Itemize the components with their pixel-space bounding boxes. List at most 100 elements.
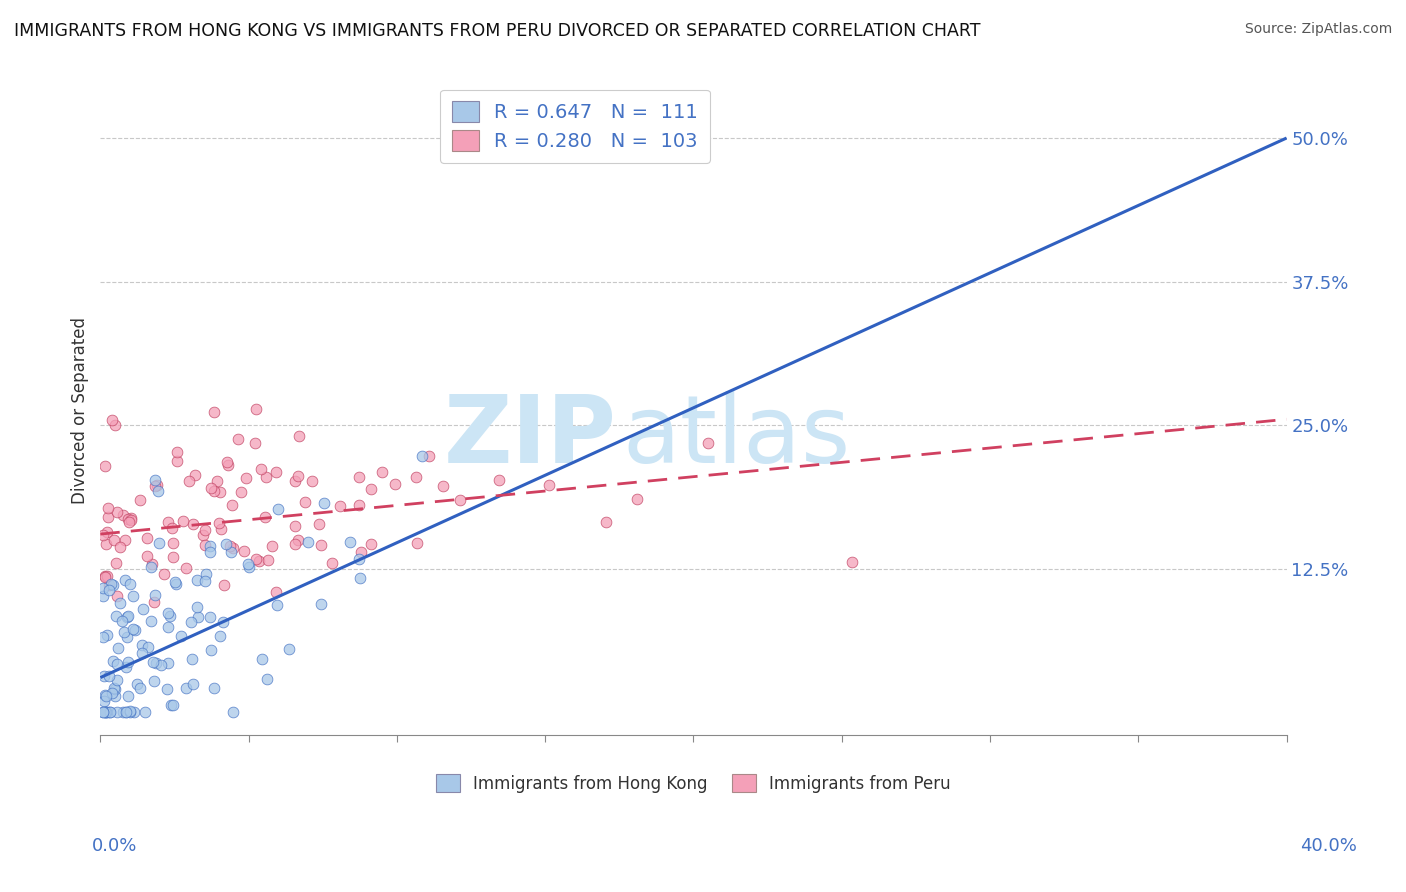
Point	[107, 640, 129, 655]
Point	[209, 629, 232, 643]
Point	[180, 615, 202, 629]
Point	[104, 417, 127, 432]
Point	[101, 578, 124, 592]
Point	[153, 567, 176, 582]
Point	[105, 705, 128, 719]
Point	[120, 511, 142, 525]
Point	[139, 560, 162, 574]
Point	[96, 628, 118, 642]
Point	[287, 469, 309, 483]
Point	[181, 677, 204, 691]
Point	[449, 493, 471, 508]
Point	[98, 578, 121, 592]
Point	[104, 689, 127, 703]
Point	[98, 705, 121, 719]
Point	[294, 495, 316, 509]
Point	[115, 705, 138, 719]
Point	[208, 516, 231, 531]
Point	[219, 545, 242, 559]
Point	[538, 477, 561, 491]
Point	[235, 471, 257, 485]
Point	[253, 509, 276, 524]
Point	[159, 608, 181, 623]
Point	[217, 458, 239, 472]
Point	[202, 483, 225, 498]
Point	[195, 566, 218, 581]
Point	[117, 512, 139, 526]
Point	[117, 609, 139, 624]
Point	[117, 655, 139, 669]
Point	[93, 669, 115, 683]
Point	[143, 473, 166, 487]
Point	[148, 483, 170, 498]
Point	[135, 531, 157, 545]
Point	[96, 537, 118, 551]
Point	[142, 594, 165, 608]
Point	[111, 508, 134, 523]
Point	[97, 705, 120, 719]
Point	[309, 538, 332, 552]
Point	[204, 405, 226, 419]
Point	[214, 537, 236, 551]
Point	[231, 485, 253, 500]
Point	[321, 557, 343, 571]
Point	[208, 485, 231, 500]
Point	[245, 552, 267, 566]
Point	[266, 598, 288, 612]
Point	[165, 574, 187, 589]
Point	[156, 681, 179, 696]
Point	[284, 474, 307, 488]
Point	[187, 610, 209, 624]
Point	[236, 557, 259, 571]
Point	[93, 570, 115, 584]
Point	[94, 705, 117, 719]
Point	[110, 540, 132, 554]
Point	[97, 669, 120, 683]
Point	[233, 544, 256, 558]
Text: Source: ZipAtlas.com: Source: ZipAtlas.com	[1244, 22, 1392, 37]
Point	[212, 615, 235, 630]
Point	[249, 554, 271, 568]
Point	[309, 597, 332, 611]
Text: atlas: atlas	[623, 391, 851, 483]
Point	[122, 705, 145, 719]
Point	[283, 537, 305, 551]
Point	[96, 525, 118, 540]
Point	[287, 533, 309, 548]
Point	[186, 573, 208, 587]
Point	[98, 582, 121, 597]
Point	[117, 630, 139, 644]
Point	[349, 470, 371, 484]
Point	[97, 509, 120, 524]
Text: IMMIGRANTS FROM HONG KONG VS IMMIGRANTS FROM PERU DIVORCED OR SEPARATED CORRELAT: IMMIGRANTS FROM HONG KONG VS IMMIGRANTS …	[14, 22, 980, 40]
Text: 0.0%: 0.0%	[91, 837, 136, 855]
Point	[301, 475, 323, 489]
Point	[156, 515, 179, 529]
Point	[94, 688, 117, 702]
Point	[103, 533, 125, 548]
Point	[139, 614, 162, 628]
Point	[297, 535, 319, 549]
Point	[205, 474, 228, 488]
Point	[96, 569, 118, 583]
Point	[166, 444, 188, 458]
Point	[186, 599, 208, 614]
Point	[91, 630, 114, 644]
Point	[284, 519, 307, 533]
Point	[222, 541, 245, 555]
Point	[432, 479, 454, 493]
Point	[141, 557, 163, 571]
Point	[94, 459, 117, 474]
Point	[117, 610, 139, 624]
Point	[96, 690, 118, 704]
Point	[488, 473, 510, 487]
Point	[122, 590, 145, 604]
Point	[174, 561, 197, 575]
Point	[312, 496, 335, 510]
Point	[122, 623, 145, 637]
Point	[142, 655, 165, 669]
Point	[105, 556, 128, 570]
Point	[226, 432, 249, 446]
Point	[350, 544, 373, 558]
Point	[371, 465, 394, 479]
